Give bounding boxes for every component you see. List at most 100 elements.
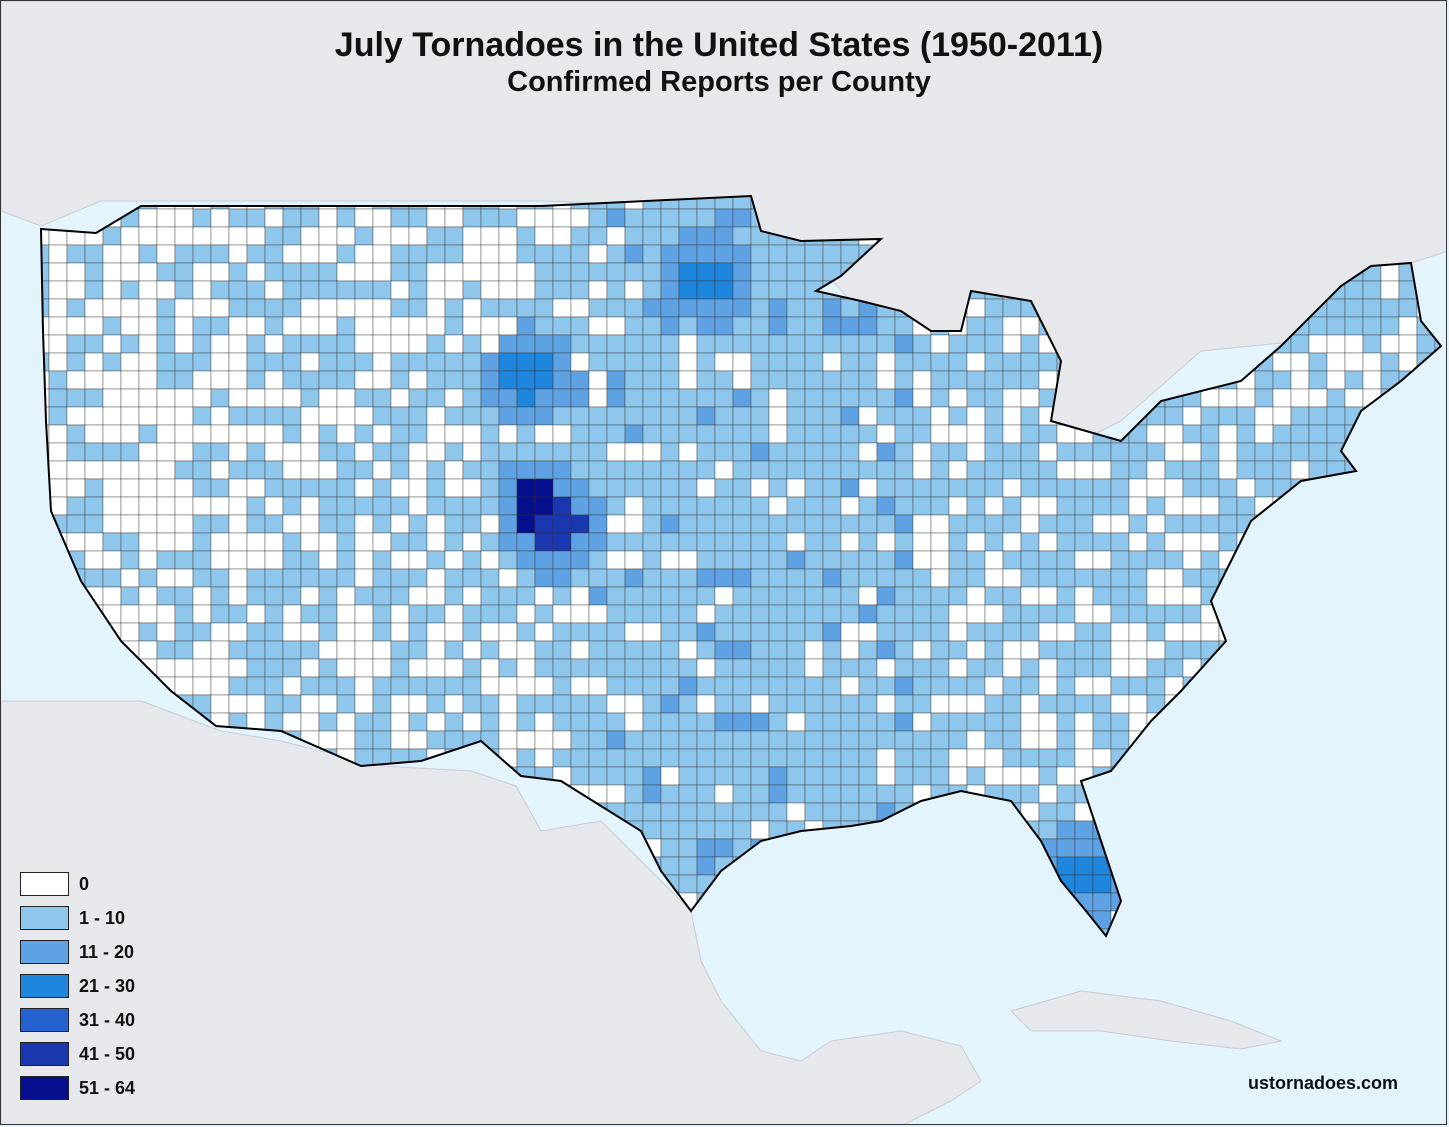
- county-cell: [894, 910, 914, 930]
- county-cell: [390, 748, 410, 768]
- county-cell: [192, 514, 212, 534]
- county-cell: [336, 280, 356, 300]
- county-cell: [228, 370, 248, 390]
- county-cell: [1326, 712, 1346, 732]
- county-cell: [1344, 910, 1364, 930]
- county-cell: [1038, 802, 1058, 822]
- county-cell: [1398, 622, 1418, 642]
- county-cell: [264, 262, 284, 282]
- county-cell: [570, 586, 590, 606]
- county-cell: [1272, 820, 1292, 840]
- county-cell: [732, 784, 752, 804]
- county-cell: [84, 316, 104, 336]
- county-cell: [534, 406, 554, 426]
- county-cell: [156, 658, 176, 678]
- county-cell: [876, 874, 896, 894]
- county-cell: [300, 370, 320, 390]
- county-cell: [498, 388, 518, 408]
- county-cell: [390, 694, 410, 714]
- county-cell: [930, 802, 950, 822]
- county-cell: [786, 478, 806, 498]
- county-cell: [408, 298, 428, 318]
- county-cell: [840, 334, 860, 354]
- county-cell: [41, 262, 50, 282]
- county-cell: [120, 262, 140, 282]
- county-cell: [552, 352, 572, 372]
- county-cell: [120, 568, 140, 588]
- county-cell: [318, 604, 338, 624]
- county-cell: [1326, 370, 1346, 390]
- county-cell: [1398, 298, 1418, 318]
- county-cell: [966, 856, 986, 876]
- county-cell: [102, 478, 122, 498]
- county-cell: [570, 406, 590, 426]
- county-cell: [1254, 928, 1274, 936]
- county-cell: [66, 316, 86, 336]
- county-cell: [462, 586, 482, 606]
- county-cell: [606, 460, 626, 480]
- county-cell: [174, 352, 194, 372]
- county-cell: [426, 568, 446, 588]
- county-cell: [1092, 496, 1112, 516]
- county-cell: [1182, 874, 1202, 894]
- county-cell: [768, 406, 788, 426]
- county-cell: [804, 604, 824, 624]
- county-cell: [1128, 748, 1148, 768]
- county-cell: [768, 928, 788, 936]
- county-cell: [1236, 766, 1256, 786]
- county-cell: [642, 640, 662, 660]
- county-cell: [48, 388, 68, 408]
- county-cell: [318, 640, 338, 660]
- county-cell: [84, 424, 104, 444]
- county-cell: [1002, 676, 1022, 696]
- county-cell: [840, 424, 860, 444]
- county-cell: [894, 334, 914, 354]
- county-cell: [174, 442, 194, 462]
- county-cell: [678, 208, 698, 228]
- county-cell: [1380, 514, 1400, 534]
- county-cell: [876, 694, 896, 714]
- county-cell: [210, 424, 230, 444]
- county-cell: [1326, 532, 1346, 552]
- county-cell: [1092, 730, 1112, 750]
- county-cell: [606, 352, 626, 372]
- county-cell: [1416, 478, 1436, 498]
- county-cell: [660, 784, 680, 804]
- county-cell: [768, 874, 788, 894]
- county-cell: [318, 226, 338, 246]
- county-cell: [84, 622, 104, 642]
- county-cell: [786, 676, 806, 696]
- county-cell: [750, 406, 770, 426]
- county-cell: [804, 622, 824, 642]
- county-cell: [1254, 550, 1274, 570]
- county-cell: [840, 784, 860, 804]
- county-cell: [120, 316, 140, 336]
- county-cell: [984, 424, 1004, 444]
- county-cell: [1326, 838, 1346, 858]
- county-cell: [624, 442, 644, 462]
- county-cell: [480, 622, 500, 642]
- county-cell: [642, 730, 662, 750]
- county-cell: [1362, 496, 1382, 516]
- county-cell: [876, 496, 896, 516]
- county-cell: [1362, 802, 1382, 822]
- county-cell: [678, 244, 698, 264]
- county-cell: [1362, 676, 1382, 696]
- county-cell: [714, 406, 734, 426]
- county-cell: [282, 568, 302, 588]
- county-cell: [372, 244, 392, 264]
- county-cell: [444, 262, 464, 282]
- county-cell: [660, 622, 680, 642]
- county-cell: [714, 478, 734, 498]
- county-cell: [210, 658, 230, 678]
- county-cell: [534, 694, 554, 714]
- county-cell: [1074, 604, 1094, 624]
- county-cell: [1344, 658, 1364, 678]
- county-cell: [1056, 784, 1076, 804]
- county-cell: [1326, 424, 1346, 444]
- county-cell: [120, 424, 140, 444]
- county-cell: [966, 712, 986, 732]
- county-cell: [1038, 748, 1058, 768]
- county-cell: [984, 676, 1004, 696]
- county-cell: [570, 226, 590, 246]
